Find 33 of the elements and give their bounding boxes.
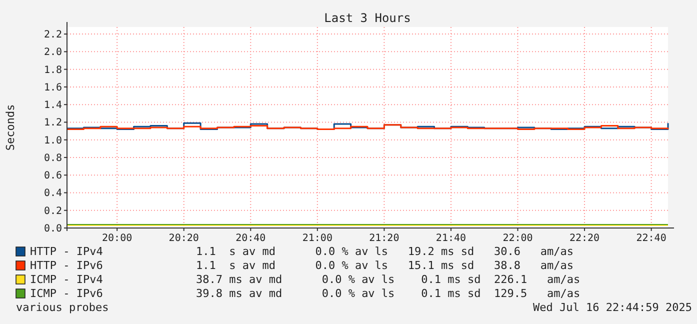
legend-label: HTTP - IPv6 — [30, 259, 103, 272]
x-tick-label: 22:20 — [569, 233, 600, 244]
text: 1.1 s av md 0.0 % av ls 19.2 ms sd 30.6 am/as — [196, 245, 574, 258]
y-tick-label: 1.8 — [44, 64, 62, 76]
text: various probes — [16, 301, 109, 314]
y-tick-label: 0.2 — [44, 206, 62, 217]
x-tick-label: 20:40 — [236, 233, 266, 244]
chart-title: Last 3 Hours — [324, 11, 411, 25]
x-tick-label: 22:00 — [502, 233, 533, 244]
y-tick-label: 2.2 — [44, 30, 62, 41]
legend-label: HTTP - IPv4 — [30, 245, 104, 258]
x-tick-label: 21:20 — [369, 233, 400, 244]
legend-label: ICMP - IPv6 — [30, 287, 103, 300]
x-tick-label: 20:00 — [102, 233, 132, 244]
legend-label: ICMP - IPv4 — [30, 273, 104, 286]
x-tick-label: 21:40 — [436, 233, 466, 244]
y-tick-label: 0.8 — [44, 152, 62, 164]
text: 39.8 ms av md 0.0 % av ls 0.1 ms sd 129.5 am/as — [196, 287, 580, 300]
text: Wed Jul 16 22:44:59 2025 — [533, 301, 692, 314]
y-tick-label: 1.0 — [44, 135, 62, 146]
y-tick-label: 0.6 — [44, 170, 62, 182]
y-axis-title: Seconds — [4, 104, 17, 151]
y-tick-label: 1.4 — [44, 100, 62, 112]
y-tick-label: 2.0 — [44, 47, 62, 58]
x-tick-label: 20:20 — [168, 233, 199, 244]
x-tick-label: 21:00 — [302, 233, 332, 244]
text: 1.1 s av md 0.0 % av ls 15.1 ms sd 38.8 am/as — [196, 259, 574, 272]
y-tick-label: 1.6 — [44, 82, 62, 94]
y-tick-label: 0.4 — [44, 188, 62, 200]
y-tick-label: 1.2 — [44, 118, 62, 129]
text: 38.7 ms av md 0.0 % av ls 0.1 ms sd 226.1 am/as — [196, 273, 580, 286]
y-tick-label: 0.0 — [44, 224, 62, 234]
x-tick-label: 22:40 — [636, 233, 666, 244]
